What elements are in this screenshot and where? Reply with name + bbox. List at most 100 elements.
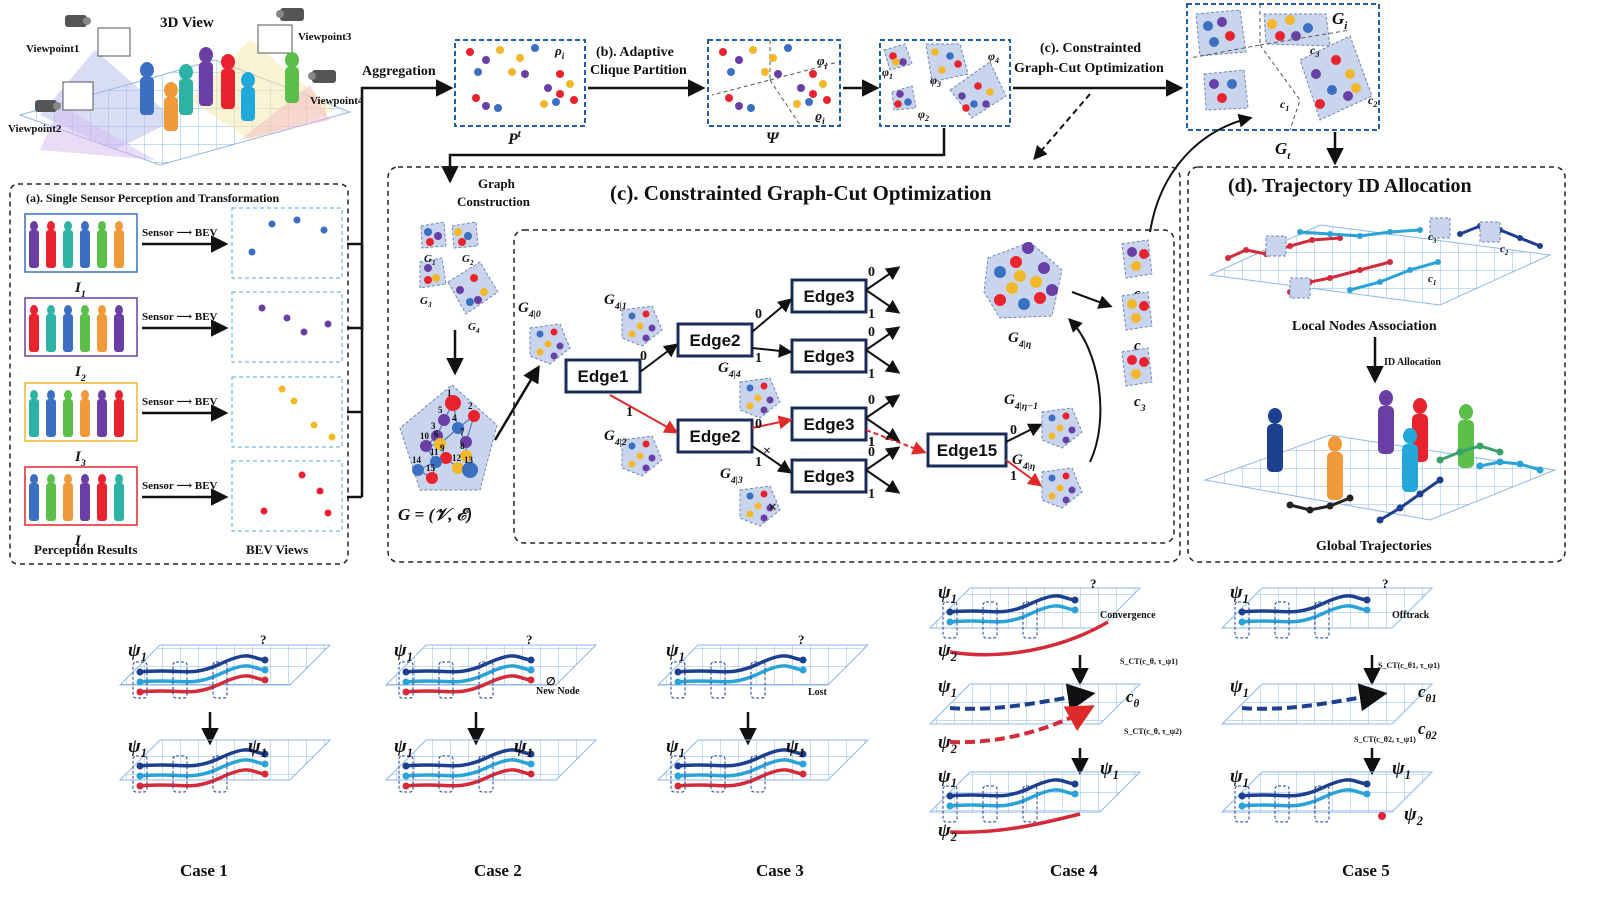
branch-label: 0 <box>755 307 762 322</box>
case-traj-node <box>136 678 144 686</box>
sub-node <box>642 464 650 472</box>
panel-a-frame <box>9 183 349 565</box>
cut-mark: × <box>763 444 771 459</box>
partition-node <box>982 100 990 108</box>
small-graph-node <box>466 298 474 306</box>
psi-node <box>747 104 755 112</box>
graph-node-number: 2 <box>468 401 473 411</box>
gt-node <box>1275 31 1285 41</box>
person-silhouette <box>114 230 124 268</box>
person-silhouette <box>47 474 55 484</box>
case-grid <box>384 644 598 686</box>
case-trajectory <box>949 594 1076 614</box>
aggregation-connectors: Aggregation <box>347 64 454 499</box>
sub-node <box>1048 414 1056 422</box>
case-question: ? <box>526 632 533 647</box>
small-graph-node <box>426 238 434 246</box>
case-dashed-traj <box>1241 683 1388 712</box>
small-graph-node <box>424 276 432 284</box>
case-group-box <box>1274 785 1290 823</box>
small-graph-g4 <box>447 261 499 315</box>
cgo-label-2: Graph-Cut Optimization <box>1014 61 1164 76</box>
tree-arrow <box>865 469 901 494</box>
cgo-label-1: (c). Constrainted <box>1040 41 1141 56</box>
case-group-box <box>172 661 188 699</box>
person-silhouette <box>64 474 72 484</box>
case-grid <box>656 739 870 781</box>
person-silhouette <box>1378 406 1394 454</box>
case-extra-label: Lost <box>808 687 828 698</box>
case-traj-node <box>527 676 535 684</box>
clique-region <box>1299 35 1373 121</box>
person-silhouette <box>81 390 89 400</box>
tree-arrow <box>865 349 901 374</box>
branch-label: 0 <box>1010 423 1017 438</box>
graph-node <box>452 462 464 474</box>
traj-node <box>1416 490 1424 498</box>
image-label: I4 <box>74 533 86 553</box>
case-traj-node <box>527 666 535 674</box>
branch-label: 0 <box>755 417 762 432</box>
case-group-box <box>478 755 494 793</box>
case-group-box <box>710 755 726 793</box>
case-group-box <box>982 785 998 823</box>
g44-label: G4|4 <box>718 360 741 380</box>
sub-node <box>550 328 558 336</box>
case-traj-node <box>1363 606 1371 614</box>
branch-label: 1 <box>1010 469 1017 484</box>
case-traj-node <box>261 770 269 778</box>
image-label: I3 <box>74 449 86 469</box>
pt-node <box>474 68 482 76</box>
sub-node <box>754 394 762 402</box>
pt-node <box>556 70 564 78</box>
person-silhouette <box>97 483 107 521</box>
traj-node <box>1536 466 1544 474</box>
d-c2-label: c2 <box>1500 243 1509 257</box>
sensor-bev-label: Sensor ⟶ BEV <box>142 311 218 323</box>
edge3d-box-label: Edge3 <box>803 467 854 486</box>
sub-node <box>648 454 656 462</box>
sub-node <box>1056 424 1064 432</box>
global-traj-label: Global Trajectories <box>1316 539 1432 554</box>
case-trajectory <box>405 664 532 684</box>
partition-node <box>970 100 978 108</box>
sub-node <box>628 460 636 468</box>
sensor-bev-label: Sensor ⟶ BEV <box>142 480 218 492</box>
small-graph-node <box>424 264 432 272</box>
case-extra-label: New Node <box>536 686 580 697</box>
person-silhouette <box>30 221 38 231</box>
tree-arrow <box>865 289 901 314</box>
camera-icon <box>65 15 91 27</box>
case-group-box <box>1022 601 1038 639</box>
person-silhouette <box>47 390 55 400</box>
edge2b-box <box>676 418 754 454</box>
case-c-theta2: cθ2 <box>1418 719 1437 742</box>
to-cliques-arrow <box>1071 291 1113 309</box>
gt-node <box>1343 91 1353 101</box>
psi-node <box>809 70 817 78</box>
traj-node <box>1327 231 1333 237</box>
d-c3-label: c3 <box>1428 231 1437 245</box>
case-group-box <box>478 661 494 699</box>
person-silhouette <box>1328 436 1342 452</box>
case-psi-bottom-left: ψ1 <box>128 736 147 760</box>
person-silhouette <box>29 230 39 268</box>
edge1-box <box>564 358 642 394</box>
g4eta-node <box>1010 256 1022 268</box>
clique-region <box>1263 13 1331 47</box>
view-cone-4 <box>240 85 330 140</box>
pt-node <box>521 70 529 78</box>
case-traj-node <box>799 760 807 768</box>
sub-node <box>746 510 754 518</box>
case-trajectory <box>139 768 266 788</box>
sub-node <box>760 490 768 498</box>
case-grid <box>656 644 870 686</box>
person-silhouette <box>47 221 55 231</box>
g4eta-node <box>1014 270 1026 282</box>
case-traj-node <box>1363 596 1371 604</box>
graph-node <box>445 395 461 411</box>
case-trajectory <box>1241 788 1368 808</box>
gt-c2-label: c2 <box>1368 93 1377 109</box>
case-trajectory <box>139 654 266 674</box>
case-traj-node <box>261 666 269 674</box>
